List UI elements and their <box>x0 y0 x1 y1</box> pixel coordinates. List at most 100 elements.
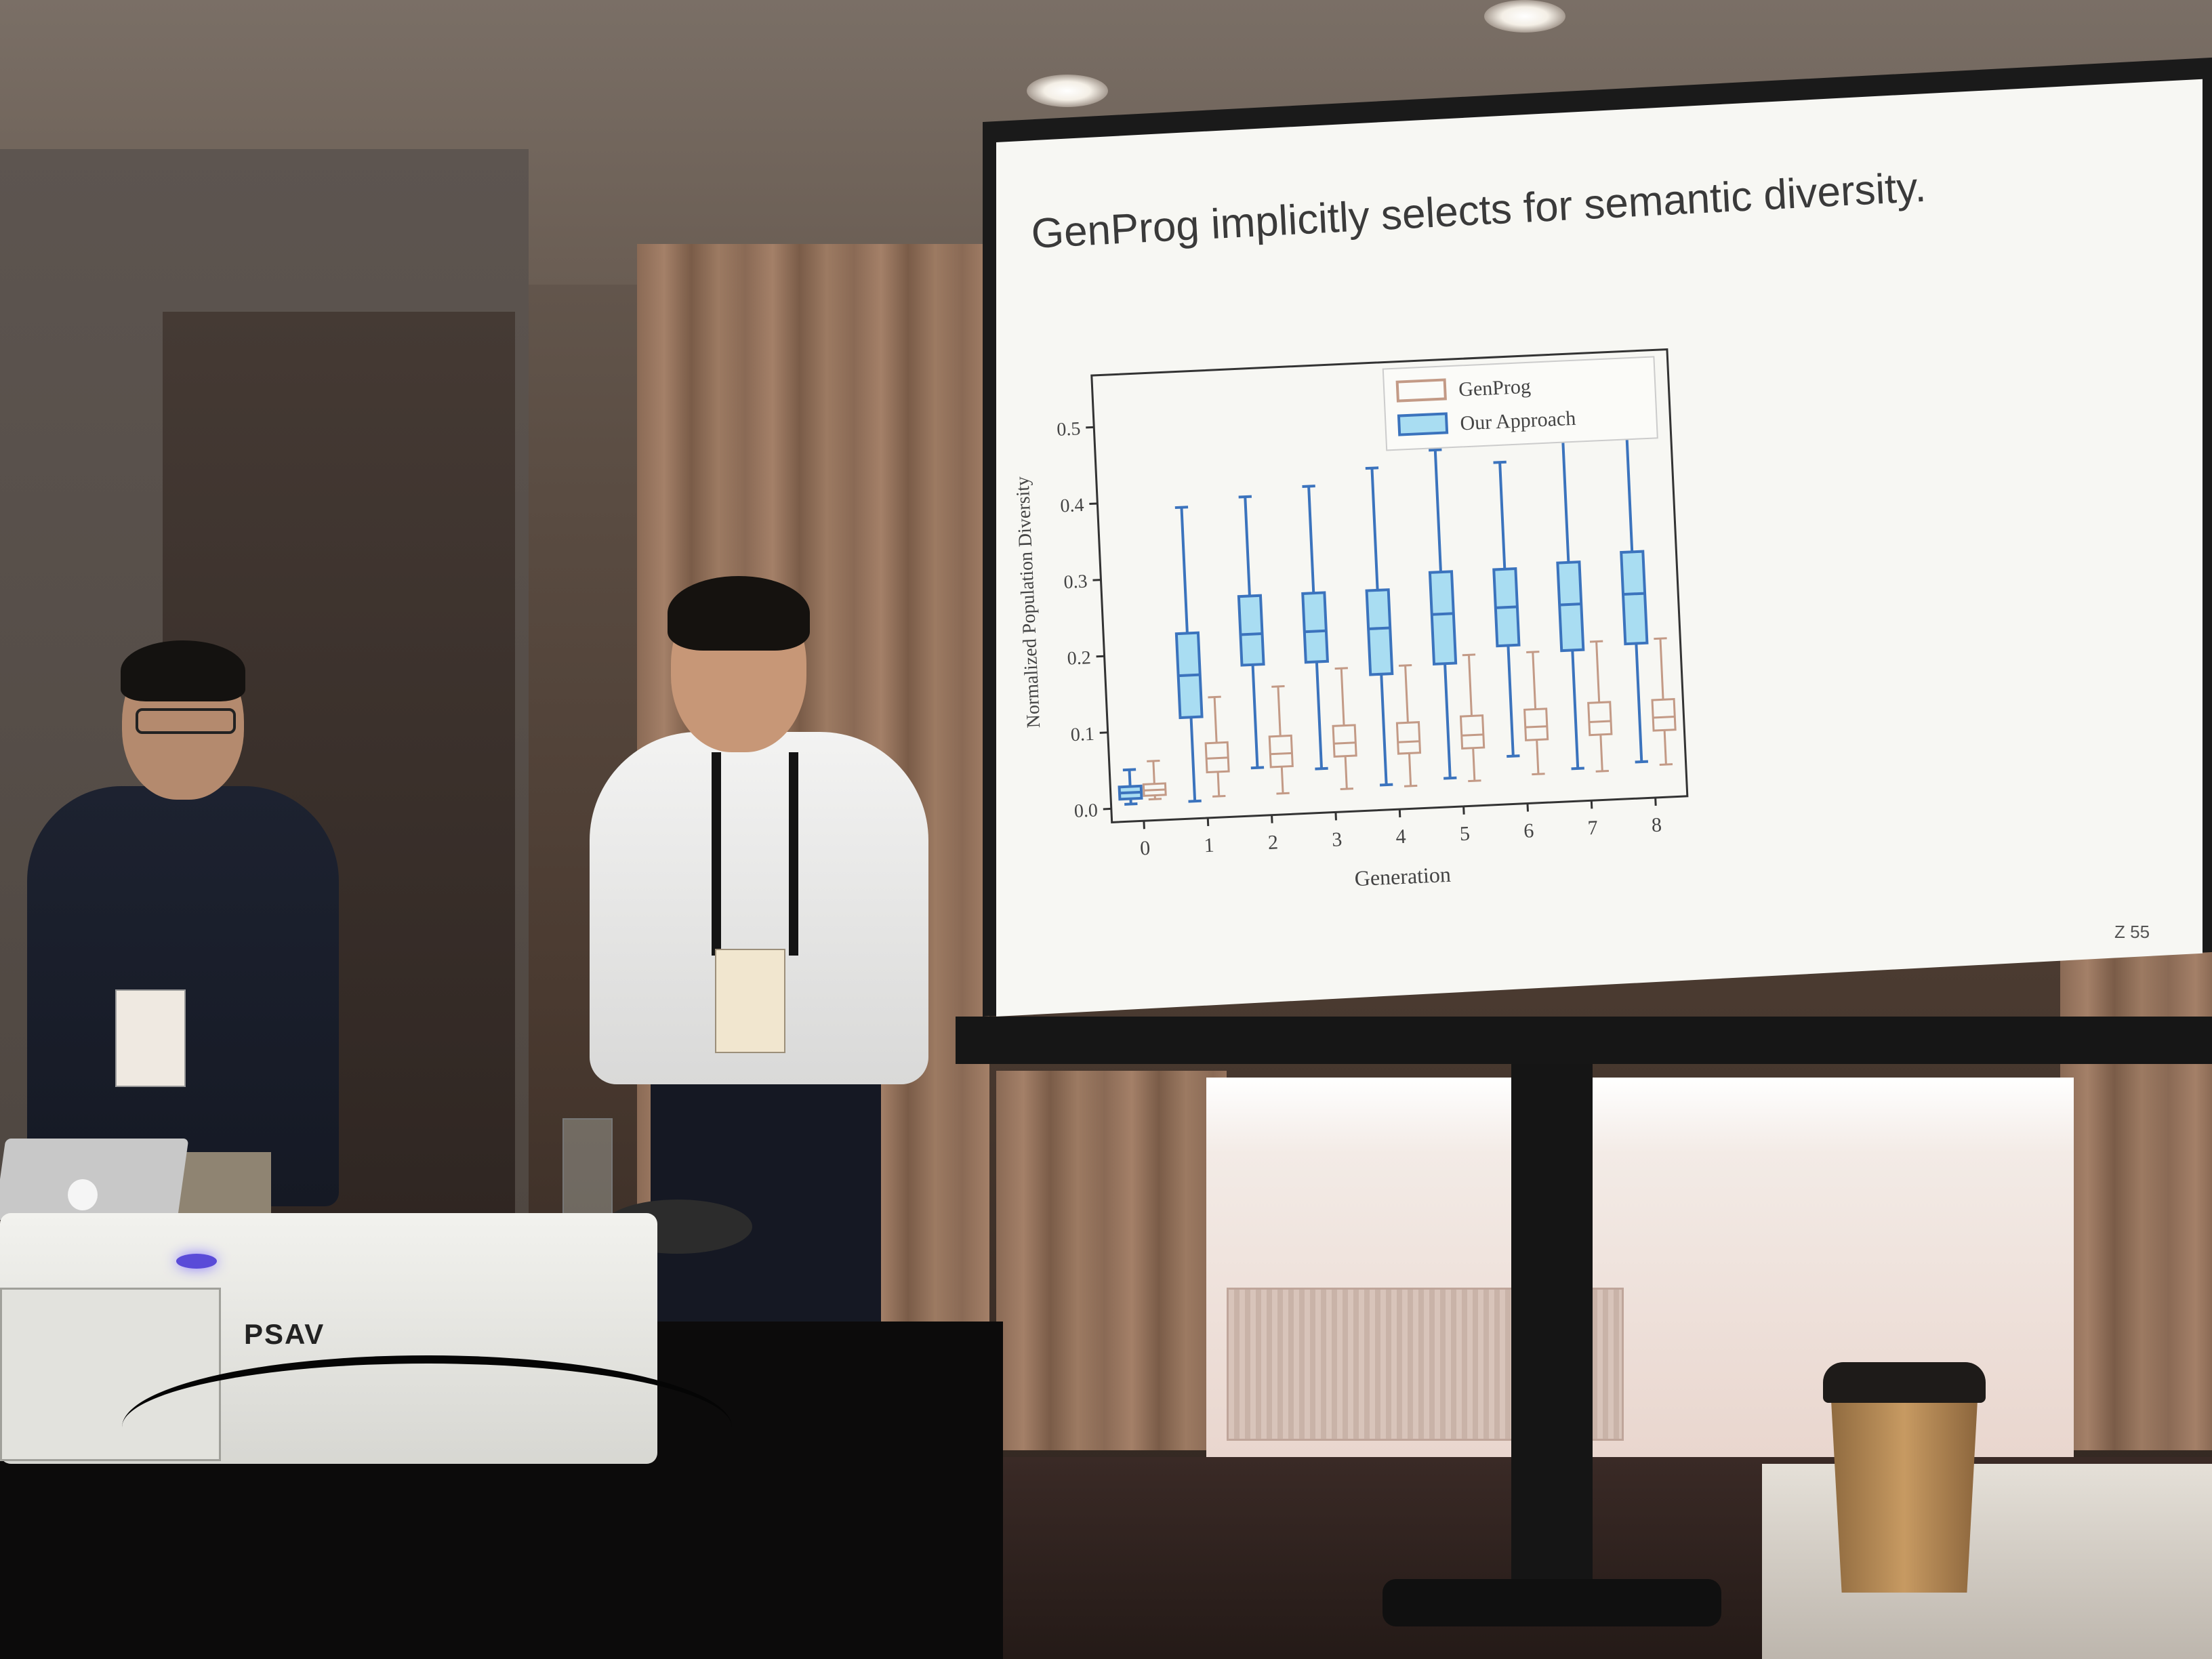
whisker-cap-low <box>1250 766 1265 770</box>
whisker-high <box>1180 507 1189 634</box>
legend: GenProg Our Approach <box>1382 356 1658 451</box>
ceiling-light <box>1484 0 1565 33</box>
whisker-low <box>1315 661 1324 769</box>
whisker-low <box>1408 753 1412 786</box>
x-tick-label: 2 <box>1267 831 1278 854</box>
x-tick-label: 7 <box>1587 817 1598 840</box>
projector-led-icon <box>176 1254 217 1269</box>
whisker-high <box>1467 655 1473 716</box>
x-tick-label: 0 <box>1139 837 1150 860</box>
y-tick-mark <box>1096 655 1105 658</box>
apple-logo-icon <box>68 1179 98 1210</box>
box-genprog <box>1268 734 1294 769</box>
whisker-cap-low <box>1532 773 1545 776</box>
whisker-low <box>1344 756 1348 790</box>
boxes <box>1118 424 1677 806</box>
whisker-high <box>1213 697 1218 743</box>
whisker-low <box>1536 739 1540 775</box>
coffee-cup <box>1830 1376 1979 1593</box>
presenter-lanyard <box>712 752 798 956</box>
whisker-high <box>1307 486 1315 594</box>
whisker-cap-high <box>1654 637 1667 640</box>
legend-box <box>1382 356 1658 451</box>
whisker-cap-high <box>1174 506 1189 510</box>
whisker-high <box>1498 462 1507 569</box>
coffee-cup-lid <box>1823 1362 1986 1403</box>
screen-stand <box>1511 1064 1593 1620</box>
whisker-high <box>1659 638 1664 700</box>
median-line <box>1119 790 1142 795</box>
whisker-high <box>1595 641 1601 703</box>
whisker-low <box>1507 645 1515 756</box>
y-tick-label: 0.1 <box>1070 724 1094 746</box>
legend-swatch-genprog <box>1395 378 1447 403</box>
whisker-low <box>1380 674 1388 785</box>
box-genprog <box>1523 708 1549 741</box>
whisker-cap-high <box>1147 759 1160 762</box>
whisker-low <box>1280 766 1284 794</box>
box-our-approach <box>1556 560 1585 653</box>
x-tick-label: 3 <box>1332 828 1343 851</box>
cable <box>122 1355 732 1499</box>
whisker-high <box>1433 449 1442 573</box>
median-line <box>1589 720 1612 723</box>
legend-label-our-approach: Our Approach <box>1460 407 1576 435</box>
laptop <box>0 1139 189 1220</box>
whisker-cap-low <box>1443 776 1457 780</box>
whisker-cap-low <box>1148 798 1162 801</box>
curtain-under-screen <box>996 1071 1227 1450</box>
box-genprog <box>1587 701 1613 737</box>
whisker-cap-high <box>1122 768 1136 772</box>
whisker-high <box>1244 496 1251 596</box>
x-tick-label: 4 <box>1395 825 1406 848</box>
x-tick-label: 8 <box>1651 814 1662 837</box>
whisker-high <box>1152 760 1155 784</box>
box-our-approach <box>1620 550 1649 646</box>
whisker-low <box>1189 717 1197 802</box>
box-genprog <box>1395 721 1422 755</box>
whisker-high <box>1624 426 1634 552</box>
y-tick-mark <box>1086 426 1094 429</box>
box-genprog <box>1142 782 1167 797</box>
whisker-cap-high <box>1429 448 1442 452</box>
box-genprog <box>1459 714 1486 750</box>
side-table <box>1762 1464 2212 1659</box>
median-line <box>1304 629 1326 634</box>
whisker-high <box>1370 468 1379 590</box>
median-line <box>1525 725 1547 729</box>
whisker-high <box>1277 686 1282 737</box>
whisker-low <box>1216 771 1221 796</box>
box-genprog <box>1332 724 1357 758</box>
y-tick-mark <box>1103 807 1111 811</box>
y-tick-label: 0.4 <box>1060 495 1084 517</box>
whisker-low <box>1443 663 1452 779</box>
name-badge-presenter <box>715 949 785 1053</box>
median-line <box>1431 612 1454 616</box>
y-tick-label: 0.2 <box>1067 647 1091 670</box>
whisker-low <box>1663 730 1667 765</box>
box-our-approach <box>1428 570 1458 666</box>
slide-page-number: Z 55 <box>2114 922 2150 942</box>
whisker-high <box>1561 436 1570 562</box>
x-axis-label: Generation <box>1354 862 1452 890</box>
name-badge-left <box>115 989 186 1087</box>
whisker-cap-low <box>1595 770 1610 773</box>
x-tick-label: 6 <box>1523 819 1534 842</box>
y-tick-label: 0.3 <box>1063 571 1088 594</box>
y-tick-label: 0.5 <box>1057 418 1081 441</box>
water-glass <box>562 1118 613 1229</box>
x-tick-label: 5 <box>1459 822 1470 845</box>
whisker-cap-low <box>1659 763 1673 766</box>
median-line <box>1397 740 1420 743</box>
whisker-high <box>1532 651 1537 710</box>
y-tick-mark <box>1092 579 1101 581</box>
whisker-high <box>1340 668 1345 726</box>
ceiling-light <box>1027 75 1108 107</box>
whisker-cap-high <box>1526 651 1540 653</box>
person-left-hair <box>121 640 245 701</box>
whisker-cap-high <box>1589 640 1603 643</box>
x-tick-label: 1 <box>1204 834 1214 857</box>
box-our-approach <box>1365 588 1394 676</box>
whisker-cap-low <box>1340 787 1354 791</box>
